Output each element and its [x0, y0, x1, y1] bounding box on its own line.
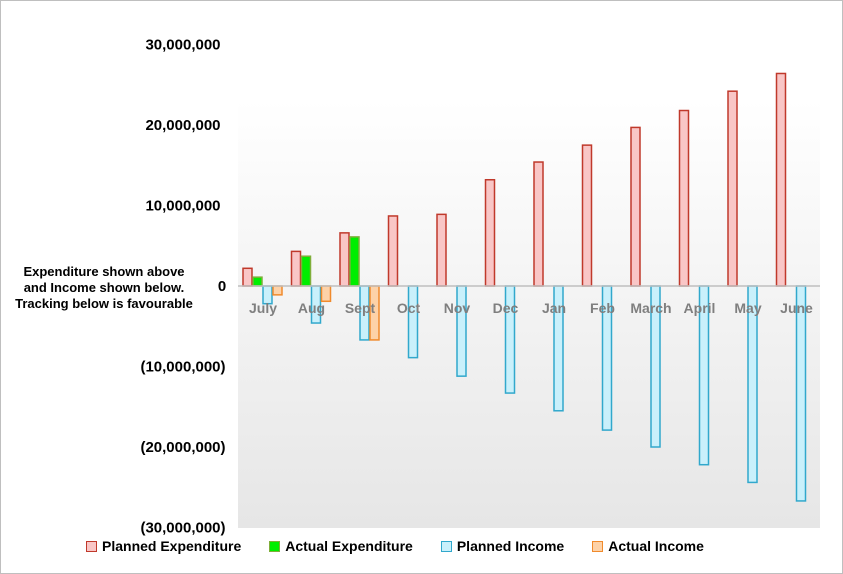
x-tick-label: April: [684, 300, 716, 316]
legend-item-planned-expenditure: Planned Expenditure: [86, 538, 241, 554]
x-tick-label: Dec: [493, 300, 519, 316]
planned-expenditure-bar: [290, 250, 302, 287]
x-tick-label: Sept: [345, 300, 376, 316]
planned-expenditure-bar: [484, 178, 496, 287]
legend-item-actual-income: Actual Income: [592, 538, 704, 554]
planned-expenditure-bar: [630, 126, 641, 287]
actual-income-bar: [320, 285, 332, 303]
legend-label: Planned Expenditure: [102, 538, 242, 554]
x-tick-label: Jan: [542, 300, 566, 316]
planned-expenditure-bar: [339, 232, 350, 287]
x-tick-label: July: [249, 300, 277, 316]
planned-expenditure-bar: [775, 72, 787, 287]
annotation-line-1: Expenditure shown above: [23, 264, 185, 279]
plot-area: [238, 100, 820, 528]
y-tick-label: (10,000,000): [140, 359, 225, 376]
y-tick-label: 0: [218, 278, 226, 295]
x-tick-label: May: [734, 300, 761, 316]
x-tick-label: Oct: [397, 300, 421, 316]
planned-expenditure-bar: [242, 267, 253, 287]
actual-expenditure-bar: [349, 236, 360, 287]
x-tick-label: March: [630, 300, 671, 316]
x-tick-label: Feb: [590, 300, 615, 316]
legend-label: Planned Income: [456, 538, 565, 554]
y-tick-label: (30,000,000): [140, 520, 225, 537]
planned-expenditure-bar: [727, 90, 738, 287]
planned-expenditure-bar: [387, 215, 399, 287]
x-tick-label: Nov: [444, 300, 471, 316]
y-tick-label: 10,000,000: [145, 198, 220, 215]
actual-expenditure-bar: [300, 255, 312, 287]
y-tick-label: 30,000,000: [145, 37, 220, 54]
planned-income-bar: [407, 285, 419, 359]
planned-expenditure-bar: [533, 161, 544, 287]
planned-expenditure-bar: [581, 144, 593, 287]
annotation-line-2: and Income shown below.: [23, 280, 185, 295]
y-tick-label: 20,000,000: [145, 117, 220, 134]
legend-label: Actual Expenditure: [285, 538, 413, 554]
y-tick-label: (20,000,000): [140, 439, 225, 456]
x-tick-label: June: [780, 300, 813, 316]
legend: Planned Expenditure Actual Expenditure P…: [86, 538, 732, 554]
chart-annotation: Expenditure shown above and Income shown…: [4, 264, 204, 312]
x-tick-label: Aug: [298, 300, 325, 316]
legend-item-planned-income: Planned Income: [440, 538, 565, 554]
legend-item-actual-expenditure: Actual Expenditure: [269, 538, 413, 554]
legend-swatch: [269, 540, 281, 552]
planned-expenditure-bar: [436, 213, 447, 287]
annotation-line-3: Tracking below is favourable: [15, 296, 193, 311]
planned-income-bar: [795, 285, 807, 502]
actual-income-bar: [272, 285, 283, 296]
legend-label: Actual Income: [608, 538, 704, 554]
legend-swatch: [86, 540, 97, 552]
planned-expenditure-bar: [678, 109, 690, 287]
legend-swatch: [440, 540, 452, 552]
legend-swatch: [592, 540, 604, 552]
actual-expenditure-bar: [252, 276, 263, 287]
